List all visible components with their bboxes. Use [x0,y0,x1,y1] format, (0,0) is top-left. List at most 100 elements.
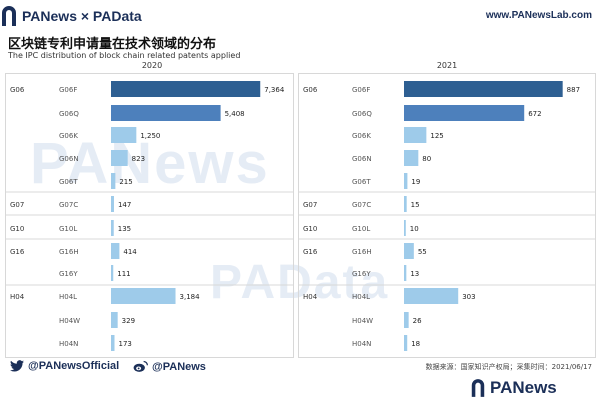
chart-panel-2020: G06 G06F 7,364 G06Q 5,408 G06K 1,250 G06N 823 G06… [5,73,294,358]
bar-g06f [111,81,261,97]
group-label: G10 [303,225,317,233]
value-label: 1,250 [140,132,160,140]
value-label: 10 [410,225,419,233]
bar-g06n [404,150,419,166]
value-label: 111 [117,270,130,278]
category-label: G10L [352,225,370,233]
bar-g07c [111,196,114,212]
bar-g16y [111,265,114,281]
group-label: H04 [303,293,318,301]
bar-g16y [404,265,407,281]
bar-h04l [111,288,176,304]
category-label: H04L [352,293,370,301]
panews-logo-icon [471,379,485,397]
value-label: 215 [119,178,132,186]
value-label: 13 [410,270,419,278]
bar-g06n [111,150,128,166]
category-label: H04N [59,340,78,348]
value-label: 5,408 [225,110,245,118]
category-label: G06F [352,86,370,94]
data-source: 数据来源：国家知识产权局；采集时间：2021/06/17 [425,363,592,371]
chart-panel-2021: G06 G06F 887 G06Q 672 G06K 125 G06N 80 G06T 19 G07 G… [298,73,596,358]
value-label: 173 [119,340,132,348]
value-label: 823 [132,155,145,163]
bar-g06q [111,105,221,121]
value-label: 672 [528,110,541,118]
bar-g16h [111,243,120,259]
bar-g06k [111,127,137,143]
weibo-icon [133,360,148,372]
twitter-handle[interactable]: @PANewsOfficial [10,360,119,372]
category-label: G06K [352,132,371,140]
value-label: 19 [411,178,420,186]
bar-g16h [404,243,414,259]
brand-text: PANews × PAData [22,8,142,24]
header-bar: PANews × PAData www.PANewsLab.com [0,0,600,30]
bar-g10l [404,220,406,236]
chart-subtitle: The IPC distribution of block chain rela… [8,51,241,60]
value-label: 55 [418,248,427,256]
group-label: G16 [10,248,25,256]
chart-title: 区块链专利申请量在技术领域的分布 [8,37,217,52]
bottom-logo: PANews [470,378,557,398]
bar-g06t [404,173,408,189]
category-label: G06Q [59,110,79,118]
category-label: G16Y [352,270,371,278]
category-label: G06F [59,86,77,94]
category-label: G16H [59,248,79,256]
bar-h04w [404,312,409,328]
group-label: G10 [10,225,24,233]
value-label: 15 [411,201,420,209]
group-label: G06 [303,86,318,94]
bar-g06q [404,105,525,121]
bar-h04n [404,335,408,351]
twitter-handle-text: @PANewsOfficial [28,360,120,372]
bar-g06f [404,81,563,97]
weibo-handle-text: @PANews [152,360,206,373]
category-label: H04W [59,317,80,325]
category-label: G06T [352,178,371,186]
value-label: 329 [122,317,135,325]
bar-h04w [111,312,118,328]
category-label: H04N [352,340,371,348]
group-label: G16 [303,248,318,256]
category-label: H04L [59,293,77,301]
brand: PANews × PAData [0,4,142,28]
panel-title-2021: 2021 [436,61,458,70]
value-label: 887 [567,86,580,94]
bar-h04n [111,335,115,351]
value-label: 3,184 [180,293,201,301]
value-label: 80 [422,155,431,163]
group-label: H04 [10,293,25,301]
bar-chart-2020: G06 G06F 7,364 G06Q 5,408 G06K 1,250 G06N 823 G06… [6,81,293,351]
bar-h04l [404,288,459,304]
category-label: G07C [352,201,371,209]
group-label: G06 [10,86,25,94]
value-label: 147 [118,201,131,209]
panews-logo-icon [2,6,16,26]
category-label: G06Q [352,110,372,118]
bar-g10l [111,220,114,236]
category-label: G10L [59,225,77,233]
site-url[interactable]: www.PANewsLab.com [485,10,592,21]
bar-g07c [404,196,407,212]
value-label: 18 [411,340,420,348]
category-label: G06N [352,155,372,163]
twitter-icon [10,360,24,372]
value-label: 7,364 [264,86,285,94]
value-label: 26 [413,317,422,325]
bar-g06k [404,127,427,143]
value-label: 303 [462,293,475,301]
value-label: 125 [430,132,443,140]
category-label: G06K [59,132,78,140]
weibo-handle[interactable]: @PANews [133,360,206,373]
category-label: G07C [59,201,78,209]
value-label: 135 [118,225,131,233]
category-label: G06N [59,155,79,163]
category-label: G16H [352,248,372,256]
category-label: G06T [59,178,78,186]
bar-g06t [111,173,116,189]
group-label: G07 [303,201,317,209]
panel-title-2020: 2020 [141,61,163,70]
group-label: G07 [10,201,24,209]
